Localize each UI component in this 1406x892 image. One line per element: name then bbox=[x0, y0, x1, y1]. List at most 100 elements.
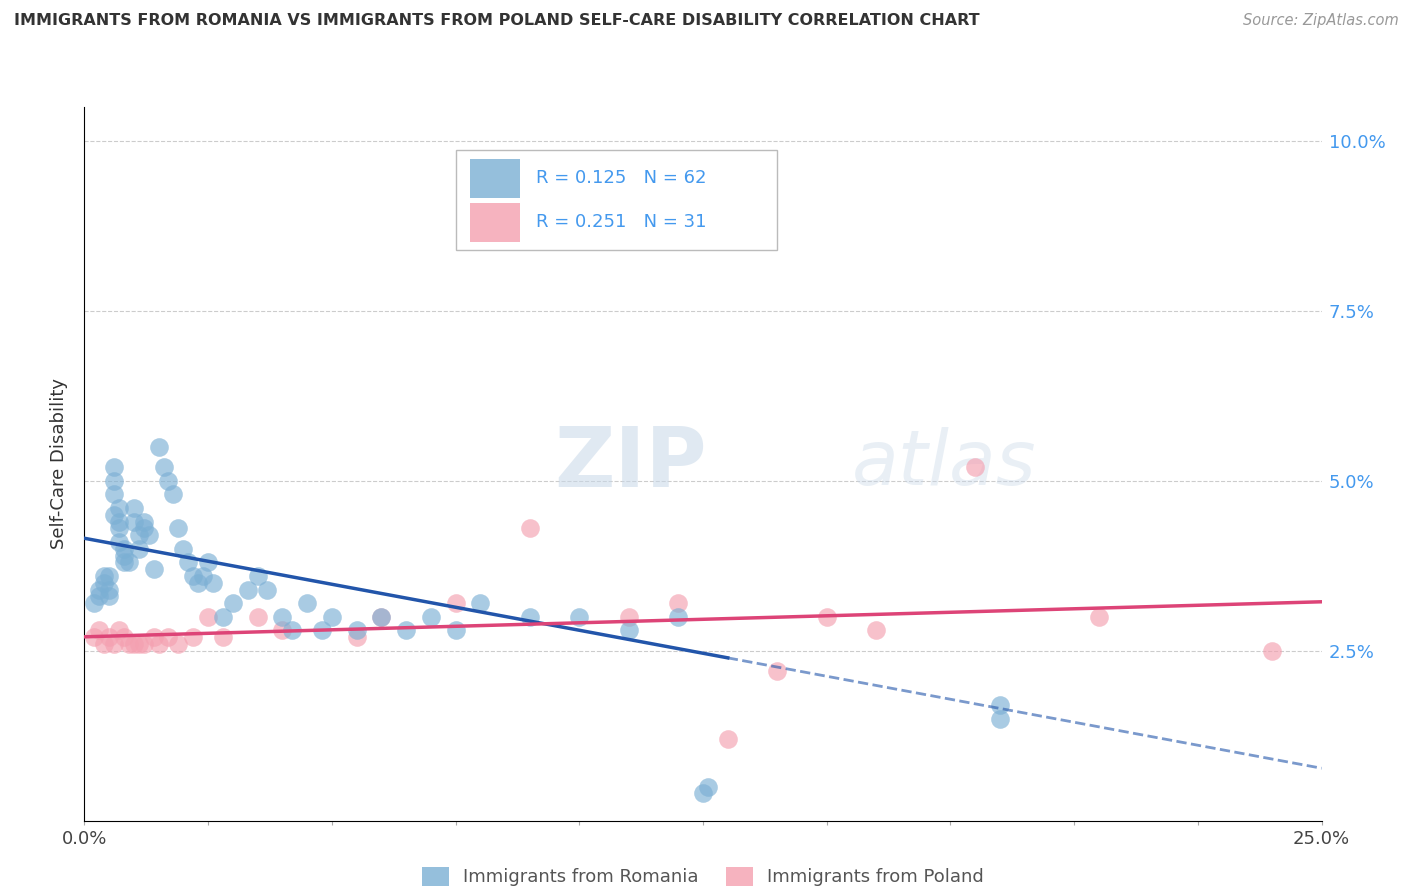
Point bbox=[617, 229, 640, 244]
Text: R = 0.251   N = 31: R = 0.251 N = 31 bbox=[536, 213, 706, 231]
Point bbox=[346, 630, 368, 644]
Point bbox=[246, 609, 269, 624]
Point bbox=[419, 609, 441, 624]
Point bbox=[181, 630, 204, 644]
Point bbox=[370, 609, 392, 624]
Point bbox=[83, 596, 105, 610]
Point bbox=[865, 624, 887, 638]
Point bbox=[103, 460, 125, 475]
Point bbox=[162, 487, 184, 501]
Text: ZIP: ZIP bbox=[554, 424, 707, 504]
Point bbox=[132, 637, 155, 651]
Point bbox=[112, 630, 135, 644]
Text: R = 0.125   N = 62: R = 0.125 N = 62 bbox=[536, 169, 706, 186]
Point bbox=[98, 582, 121, 597]
Point bbox=[766, 664, 789, 678]
Point bbox=[717, 732, 740, 747]
Point bbox=[281, 624, 304, 638]
Point bbox=[98, 590, 121, 604]
Point bbox=[246, 569, 269, 583]
Point bbox=[187, 575, 209, 590]
Point bbox=[295, 596, 318, 610]
Point bbox=[128, 528, 150, 542]
Point bbox=[346, 624, 368, 638]
Point bbox=[98, 630, 121, 644]
Point bbox=[191, 569, 214, 583]
Point bbox=[103, 508, 125, 522]
Point bbox=[89, 582, 111, 597]
Point bbox=[444, 624, 467, 638]
Point bbox=[988, 698, 1011, 712]
Point bbox=[311, 624, 333, 638]
Point bbox=[692, 787, 714, 801]
Point bbox=[370, 609, 392, 624]
Point bbox=[321, 609, 343, 624]
Point bbox=[197, 555, 219, 569]
Point bbox=[395, 624, 418, 638]
Point bbox=[568, 609, 591, 624]
Point bbox=[103, 474, 125, 488]
Point bbox=[965, 460, 987, 475]
Point bbox=[89, 624, 111, 638]
Point bbox=[112, 555, 135, 569]
Point bbox=[93, 637, 115, 651]
Point bbox=[177, 555, 200, 569]
FancyBboxPatch shape bbox=[471, 159, 520, 198]
Point bbox=[167, 521, 190, 535]
Point bbox=[157, 630, 180, 644]
Point bbox=[108, 624, 131, 638]
Text: IMMIGRANTS FROM ROMANIA VS IMMIGRANTS FROM POLAND SELF-CARE DISABILITY CORRELATI: IMMIGRANTS FROM ROMANIA VS IMMIGRANTS FR… bbox=[14, 13, 980, 29]
Point bbox=[271, 624, 294, 638]
Point bbox=[212, 630, 235, 644]
Point bbox=[152, 460, 174, 475]
Point bbox=[167, 637, 190, 651]
Point bbox=[142, 630, 165, 644]
Legend: Immigrants from Romania, Immigrants from Poland: Immigrants from Romania, Immigrants from… bbox=[415, 860, 991, 892]
Point bbox=[122, 501, 145, 516]
Point bbox=[83, 630, 105, 644]
Point bbox=[108, 521, 131, 535]
Point bbox=[128, 637, 150, 651]
Point bbox=[98, 569, 121, 583]
Point bbox=[128, 541, 150, 556]
Point bbox=[1088, 609, 1111, 624]
Point bbox=[122, 637, 145, 651]
Text: Source: ZipAtlas.com: Source: ZipAtlas.com bbox=[1243, 13, 1399, 29]
Point bbox=[666, 609, 689, 624]
Point bbox=[118, 555, 141, 569]
Point bbox=[89, 590, 111, 604]
Point bbox=[108, 515, 131, 529]
Point bbox=[519, 609, 541, 624]
Point bbox=[157, 474, 180, 488]
FancyBboxPatch shape bbox=[471, 202, 520, 242]
Point bbox=[108, 501, 131, 516]
Point bbox=[222, 596, 245, 610]
Point bbox=[444, 596, 467, 610]
FancyBboxPatch shape bbox=[456, 150, 778, 250]
Point bbox=[132, 521, 155, 535]
Point bbox=[103, 637, 125, 651]
Text: atlas: atlas bbox=[852, 427, 1036, 500]
Point bbox=[617, 609, 640, 624]
Point bbox=[470, 596, 492, 610]
Point bbox=[132, 515, 155, 529]
Point bbox=[197, 609, 219, 624]
Point bbox=[988, 712, 1011, 726]
Point bbox=[103, 487, 125, 501]
Point bbox=[148, 440, 170, 454]
Point bbox=[118, 637, 141, 651]
Point bbox=[1261, 644, 1284, 658]
Point bbox=[815, 609, 838, 624]
Point bbox=[138, 528, 160, 542]
Point bbox=[212, 609, 235, 624]
Point bbox=[172, 541, 194, 556]
Point bbox=[112, 541, 135, 556]
Point bbox=[93, 575, 115, 590]
Point bbox=[271, 609, 294, 624]
Point bbox=[93, 569, 115, 583]
Point bbox=[148, 637, 170, 651]
Point bbox=[617, 624, 640, 638]
Point bbox=[236, 582, 259, 597]
Point bbox=[697, 780, 720, 794]
Point bbox=[108, 535, 131, 549]
